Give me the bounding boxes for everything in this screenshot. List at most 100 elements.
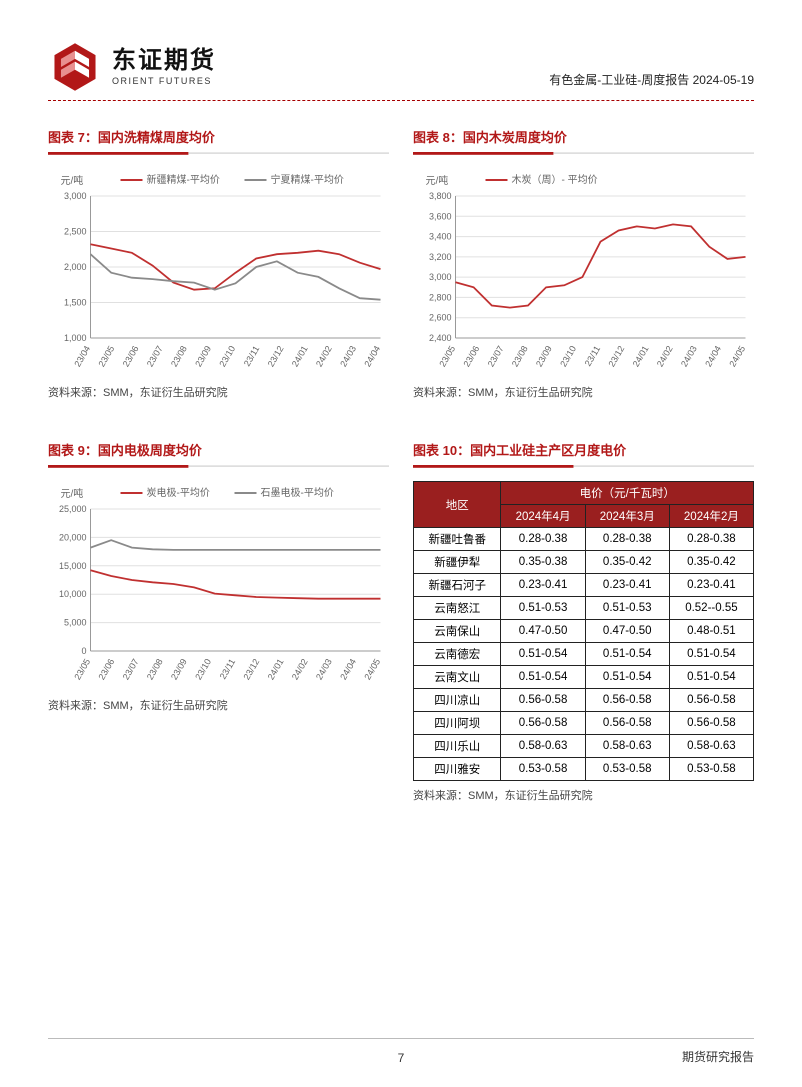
svg-text:3,600: 3,600 <box>429 211 452 221</box>
chart-9-source: 资料来源：SMM，东证衍生品研究院 <box>48 697 389 713</box>
cell-value: 0.51-0.54 <box>585 643 669 666</box>
svg-text:24/03: 24/03 <box>338 344 358 369</box>
cell-value: 0.51-0.53 <box>585 597 669 620</box>
cell-value: 0.53-0.58 <box>669 758 753 781</box>
svg-text:23/11: 23/11 <box>583 344 603 368</box>
svg-text:0: 0 <box>81 646 86 656</box>
svg-text:23/10: 23/10 <box>217 344 237 369</box>
svg-text:23/06: 23/06 <box>121 344 141 369</box>
panel-chart-9: 图表 9：国内电极周度均价 元/吨炭电极-平均价石墨电极-平均价05,00010… <box>48 440 389 803</box>
header-divider <box>48 100 754 101</box>
svg-text:23/05: 23/05 <box>72 657 92 682</box>
footer-right-text: 期货研究报告 <box>682 1048 754 1065</box>
cell-region: 新疆石河子 <box>414 574 501 597</box>
cell-value: 0.28-0.38 <box>501 528 585 551</box>
svg-text:元/吨: 元/吨 <box>61 174 84 187</box>
svg-text:23/07: 23/07 <box>486 344 506 369</box>
chart-7-title: 图表 7：国内洗精煤周度均价 <box>48 127 389 146</box>
cell-value: 0.53-0.58 <box>585 758 669 781</box>
svg-text:23/10: 23/10 <box>193 657 213 682</box>
cell-region: 云南德宏 <box>414 643 501 666</box>
title-underline-icon <box>413 151 754 155</box>
svg-text:24/04: 24/04 <box>338 657 358 682</box>
svg-text:2,800: 2,800 <box>429 292 452 302</box>
svg-text:10,000: 10,000 <box>59 589 87 599</box>
chart-8-svg: 元/吨木炭（周）- 平均价2,4002,6002,8003,0003,2003,… <box>413 168 754 378</box>
svg-text:2,600: 2,600 <box>429 313 452 323</box>
svg-text:2,400: 2,400 <box>429 333 452 343</box>
chart-7-source: 资料来源：SMM，东证衍生品研究院 <box>48 384 389 400</box>
title-underline-icon <box>48 151 389 155</box>
svg-text:23/11: 23/11 <box>218 657 238 681</box>
electricity-price-table: 地区 电价（元/千瓦时） 2024年4月 2024年3月 2024年2月 新疆吐… <box>413 481 754 781</box>
cell-value: 0.56-0.58 <box>669 689 753 712</box>
cell-value: 0.23-0.41 <box>501 574 585 597</box>
col-region-header: 地区 <box>414 482 501 528</box>
svg-text:3,200: 3,200 <box>429 252 452 262</box>
svg-text:23/09: 23/09 <box>169 657 189 682</box>
svg-text:23/12: 23/12 <box>241 657 261 682</box>
cell-value: 0.23-0.41 <box>669 574 753 597</box>
svg-text:23/12: 23/12 <box>606 344 626 369</box>
cell-value: 0.56-0.58 <box>669 712 753 735</box>
table-row: 四川凉山0.56-0.580.56-0.580.56-0.58 <box>414 689 754 712</box>
col-apr-header: 2024年4月 <box>501 505 585 528</box>
cell-region: 云南怒江 <box>414 597 501 620</box>
svg-text:2,500: 2,500 <box>64 227 87 237</box>
cell-value: 0.53-0.58 <box>501 758 585 781</box>
svg-text:元/吨: 元/吨 <box>61 487 84 500</box>
logo-block: 东证期货 ORIENT FUTURES <box>48 40 216 94</box>
cell-value: 0.51-0.53 <box>501 597 585 620</box>
chart-7-svg: 元/吨新疆精煤-平均价宁夏精煤-平均价1,0001,5002,0002,5003… <box>48 168 389 378</box>
svg-text:23/10: 23/10 <box>558 344 578 369</box>
title-underline-icon <box>413 464 754 468</box>
cell-region: 四川雅安 <box>414 758 501 781</box>
svg-text:3,000: 3,000 <box>64 191 87 201</box>
svg-text:23/05: 23/05 <box>437 344 457 369</box>
table-10-source: 资料来源：SMM，东证衍生品研究院 <box>413 787 754 803</box>
cell-region: 四川阿坝 <box>414 712 501 735</box>
cell-value: 0.56-0.58 <box>585 712 669 735</box>
svg-text:23/11: 23/11 <box>242 344 262 368</box>
svg-text:5,000: 5,000 <box>64 618 87 628</box>
logo-text-cn: 东证期货 <box>112 49 216 73</box>
svg-text:24/01: 24/01 <box>290 344 310 369</box>
svg-text:24/03: 24/03 <box>314 657 334 682</box>
col-group-header: 电价（元/千瓦时） <box>501 482 754 505</box>
svg-text:3,400: 3,400 <box>429 232 452 242</box>
footer-divider <box>48 1038 754 1039</box>
breadcrumb: 有色金属-工业硅-周度报告 2024-05-19 <box>549 71 754 94</box>
cell-value: 0.51-0.54 <box>669 666 753 689</box>
table-row: 四川雅安0.53-0.580.53-0.580.53-0.58 <box>414 758 754 781</box>
svg-text:24/01: 24/01 <box>631 344 651 369</box>
table-row: 云南保山0.47-0.500.47-0.500.48-0.51 <box>414 620 754 643</box>
svg-text:23/07: 23/07 <box>121 657 141 682</box>
svg-text:24/02: 24/02 <box>290 657 310 682</box>
svg-text:宁夏精煤-平均价: 宁夏精煤-平均价 <box>271 173 344 186</box>
svg-text:24/03: 24/03 <box>679 344 699 369</box>
table-row: 四川阿坝0.56-0.580.56-0.580.56-0.58 <box>414 712 754 735</box>
table-row: 云南文山0.51-0.540.51-0.540.51-0.54 <box>414 666 754 689</box>
svg-text:20,000: 20,000 <box>59 532 87 542</box>
cell-value: 0.48-0.51 <box>669 620 753 643</box>
svg-text:24/01: 24/01 <box>266 657 286 682</box>
cell-value: 0.35-0.42 <box>585 551 669 574</box>
svg-text:15,000: 15,000 <box>59 561 87 571</box>
chart-8-title: 图表 8：国内木炭周度均价 <box>413 127 754 146</box>
svg-text:23/06: 23/06 <box>96 657 116 682</box>
cell-value: 0.35-0.38 <box>501 551 585 574</box>
orient-futures-logo-icon <box>48 40 102 94</box>
cell-value: 0.35-0.42 <box>669 551 753 574</box>
col-mar-header: 2024年3月 <box>585 505 669 528</box>
cell-value: 0.51-0.54 <box>585 666 669 689</box>
cell-value: 0.52--0.55 <box>669 597 753 620</box>
svg-text:23/06: 23/06 <box>461 344 481 369</box>
svg-text:24/02: 24/02 <box>314 344 334 369</box>
svg-text:24/04: 24/04 <box>362 344 382 369</box>
cell-value: 0.28-0.38 <box>669 528 753 551</box>
svg-text:2,000: 2,000 <box>64 262 87 272</box>
table-row: 新疆吐鲁番0.28-0.380.28-0.380.28-0.38 <box>414 528 754 551</box>
svg-text:23/08: 23/08 <box>169 344 189 369</box>
cell-value: 0.47-0.50 <box>585 620 669 643</box>
svg-text:24/05: 24/05 <box>727 344 747 369</box>
